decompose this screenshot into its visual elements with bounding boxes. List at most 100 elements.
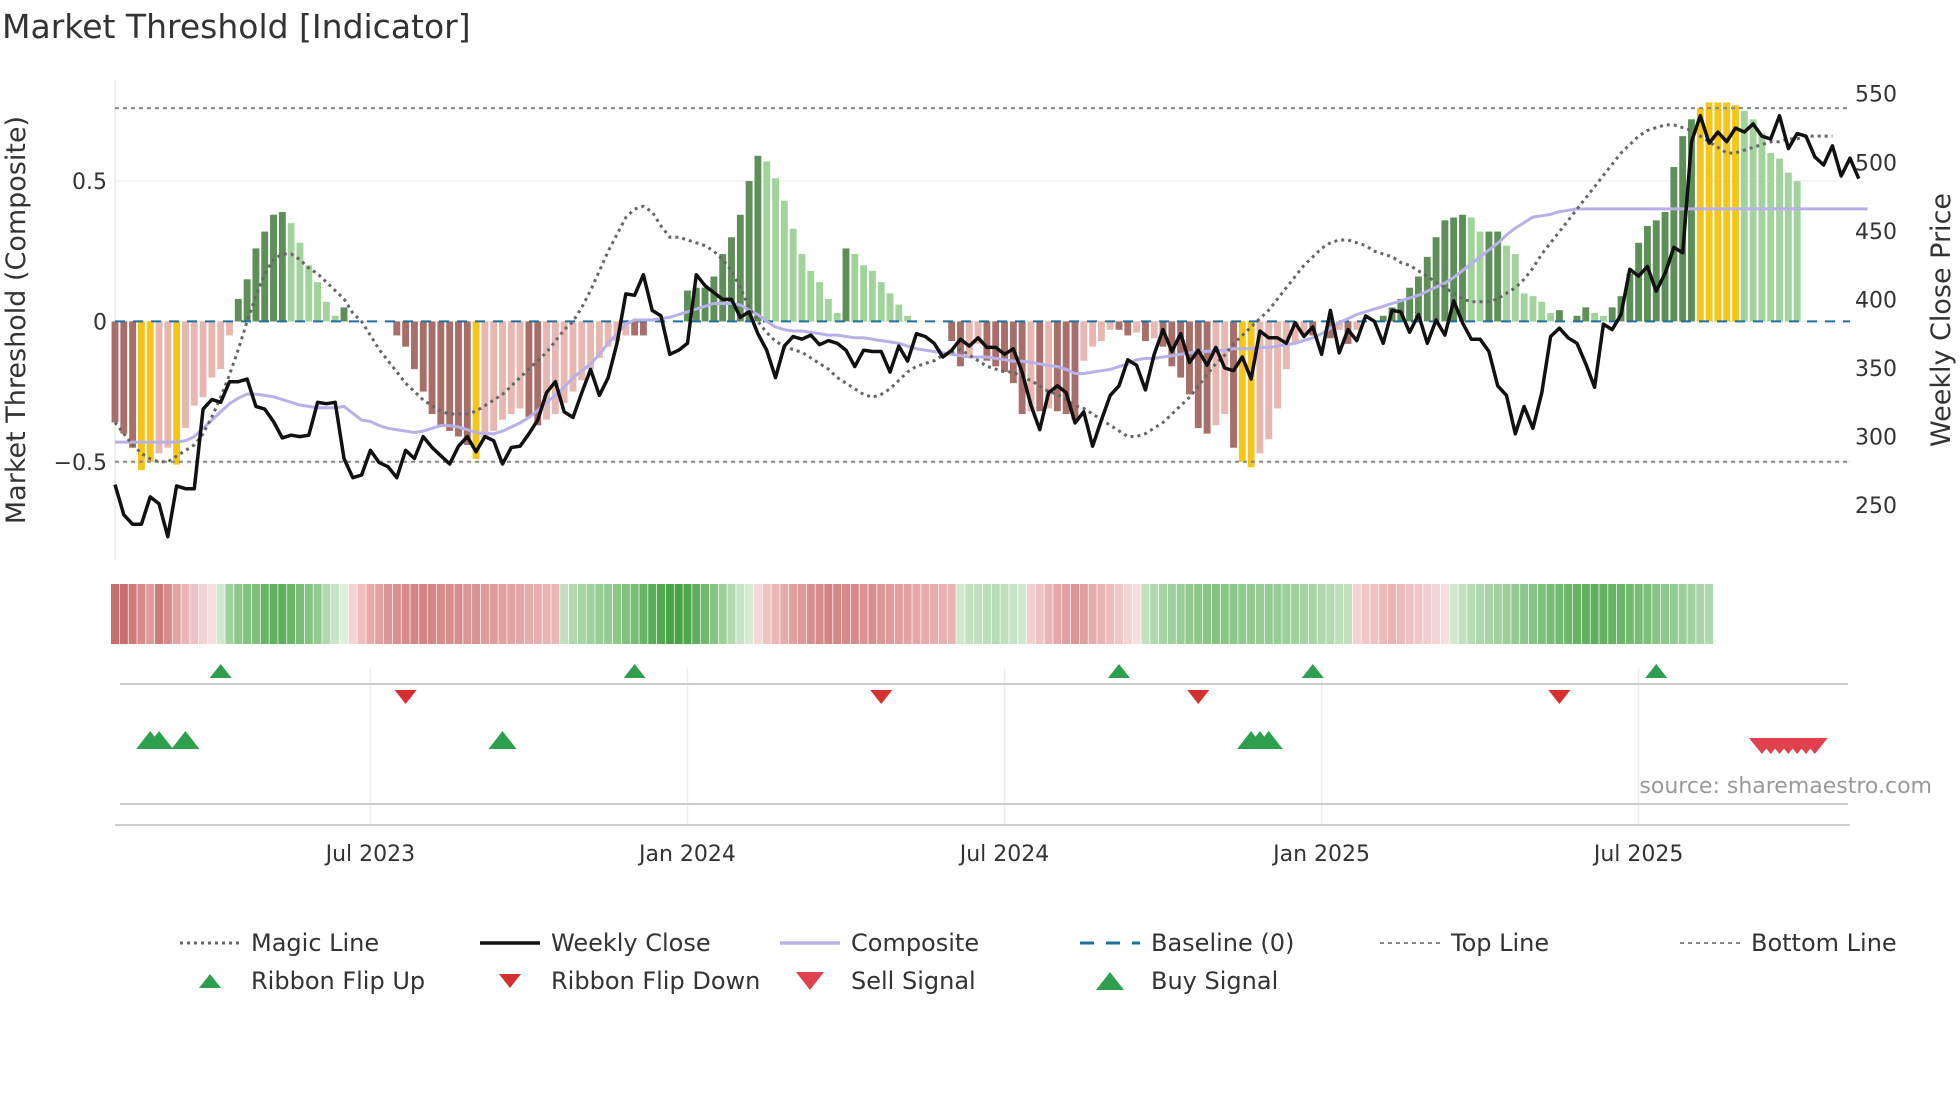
x-tick-label: Jul 2025: [1592, 842, 1684, 867]
ribbon-cell: [375, 584, 384, 644]
ribbon-cell: [119, 584, 128, 644]
histogram-bar: [252, 248, 260, 322]
histogram-bar: [587, 321, 595, 370]
histogram-bar: [754, 155, 762, 322]
x-tick-label: Jul 2023: [324, 842, 416, 867]
main-panel: 0.5 0 −0.5 550 500 450 400 350 300 250 Market Thre…: [1, 80, 1957, 560]
histogram-bar: [1547, 312, 1554, 322]
histogram-bar: [904, 315, 912, 322]
histogram-bar: [595, 321, 603, 358]
ribbon-cell: [322, 584, 331, 644]
histogram-bar: [1080, 321, 1088, 361]
ribbon-cell: [137, 584, 146, 644]
ribbon-cell: [269, 584, 278, 644]
ribbon-cell: [1220, 584, 1229, 644]
ribbon-cell: [903, 584, 912, 644]
histogram-bar: [1784, 172, 1792, 322]
histogram-bar: [1036, 321, 1044, 412]
ribbon-cell: [1590, 584, 1599, 644]
ribbon-cell: [1282, 584, 1291, 644]
ribbon-cell: [313, 584, 322, 644]
histogram-bar: [137, 321, 145, 471]
histogram-bar: [472, 321, 480, 459]
histogram-bar: [1503, 245, 1510, 322]
ribbon-cell: [1528, 584, 1537, 644]
legend-label: Composite: [851, 929, 979, 957]
histogram-bar: [1696, 108, 1704, 322]
x-tick-label: Jul 2024: [958, 842, 1050, 867]
right-tick-label: 550: [1855, 83, 1897, 108]
ribbon-cell: [727, 584, 736, 644]
histogram-bar: [314, 282, 321, 322]
histogram-bar: [1027, 321, 1035, 412]
ribbon-cell: [692, 584, 701, 644]
ribbon-cell: [1705, 584, 1714, 644]
histogram-bar: [983, 321, 991, 361]
ribbon-cell: [1194, 584, 1203, 644]
ribbon-cell: [612, 584, 622, 644]
histogram-bar: [736, 214, 744, 322]
right-tick-label: 500: [1855, 151, 1897, 176]
histogram-bar: [763, 161, 771, 322]
ribbon-cell: [1414, 584, 1423, 644]
histogram-bar: [1476, 231, 1484, 322]
ribbon-cell: [1387, 584, 1397, 644]
histogram-bar: [622, 321, 630, 336]
legend-label: Sell Signal: [851, 967, 976, 995]
legend-label: Ribbon Flip Up: [251, 967, 425, 995]
ribbon-cell: [1608, 584, 1617, 644]
ribbon-cell: [1581, 584, 1590, 644]
signal-panel: [115, 664, 1850, 826]
ribbon-cell: [489, 584, 498, 644]
histogram-bar: [463, 321, 471, 445]
ribbon-cell: [383, 584, 393, 644]
ribbon-cell: [639, 584, 648, 644]
histogram-bar: [1415, 276, 1422, 322]
histogram-bar: [1450, 217, 1458, 322]
ribbon-cell: [850, 584, 859, 644]
ribbon-cell: [1634, 584, 1643, 644]
legend: Magic Line Weekly Close Composite Baseline …: [180, 929, 1897, 995]
ribbon-cell: [718, 584, 727, 644]
ribbon-cell: [181, 584, 190, 644]
ribbon-cell: [1449, 584, 1458, 644]
ribbon-cell: [480, 584, 489, 644]
ribbon-cell: [789, 584, 798, 644]
histogram-bar: [287, 223, 295, 322]
ribbon-panel: [110, 584, 1714, 644]
ribbon-cell: [304, 584, 313, 644]
legend-triangle-up-icon: [199, 974, 221, 988]
histogram-bar: [895, 304, 903, 322]
ribbon-cell: [568, 584, 578, 644]
ribbon-cell: [1370, 584, 1379, 644]
ribbon-cell: [533, 584, 542, 644]
ribbon-cell: [1062, 584, 1071, 644]
ribbon-cell: [1106, 584, 1115, 644]
ribbon-cell: [1229, 584, 1238, 644]
ribbon-cell: [1599, 584, 1608, 644]
x-tick-label: Jan 2024: [637, 842, 736, 867]
histogram-bar: [1767, 152, 1775, 322]
legend-label: Weekly Close: [551, 929, 711, 957]
histogram-bar: [217, 321, 225, 370]
histogram-bar: [816, 282, 824, 322]
histogram-bar: [1353, 321, 1361, 330]
histogram-bar: [446, 321, 454, 431]
histogram-bar: [1071, 321, 1079, 420]
ribbon-cell: [1070, 584, 1080, 644]
histogram-bar: [1001, 321, 1008, 372]
ribbon-cell: [1476, 584, 1485, 644]
ribbon-cell: [1150, 584, 1159, 644]
ribbon-cell: [1361, 584, 1370, 644]
histogram-bar: [1732, 105, 1739, 322]
histogram-bar: [1423, 256, 1431, 322]
histogram-bar: [1494, 231, 1502, 322]
histogram-bar: [965, 321, 973, 356]
histogram-bar: [1441, 220, 1449, 322]
histogram-bar: [1749, 119, 1757, 322]
ribbon-cell: [709, 584, 718, 644]
buy-signal-marker: [171, 731, 200, 749]
ribbon-cell: [1035, 584, 1044, 644]
histogram-bar: [1705, 102, 1713, 322]
histogram-bar: [481, 321, 489, 440]
